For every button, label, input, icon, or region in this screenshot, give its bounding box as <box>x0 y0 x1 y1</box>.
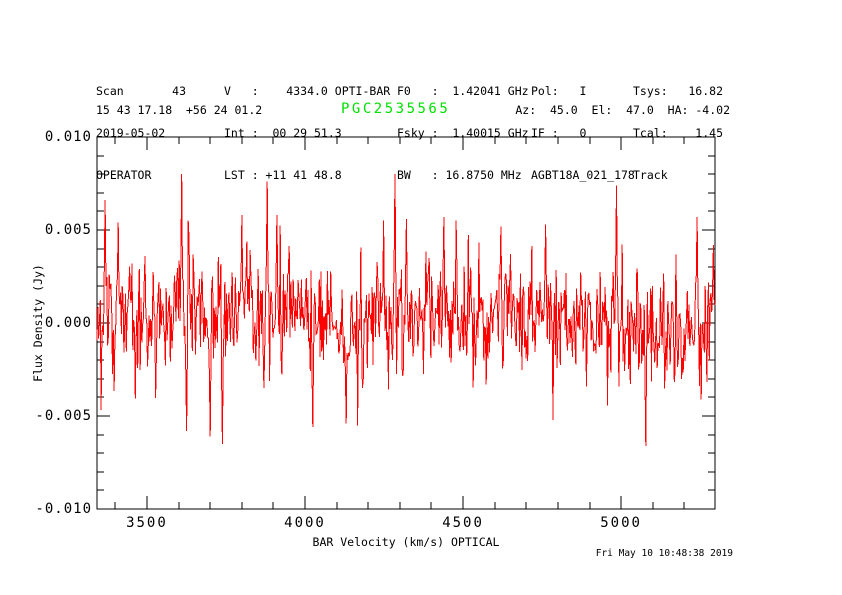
scan-field: Scan 43 <box>96 84 187 98</box>
f0-field: F0 : 1.42041 GHz <box>397 84 529 98</box>
date-field: 2019-05-02 <box>96 126 166 140</box>
lst-field: LST : +11 41 48.8 <box>224 168 342 182</box>
procedure-field: Track <box>633 168 668 182</box>
header-column-pol: Pol: I IF : 0 AGBT18A_021_178 <box>531 56 635 210</box>
header-column-scan: Scan 43 2019-05-02 OPERATOR <box>96 56 186 210</box>
x-tick-label: 4500 <box>442 515 484 531</box>
source-name-label: PGC2535565 <box>341 101 451 117</box>
if-field: IF : 0 <box>531 126 587 140</box>
x-axis-tick-labels: 3500 4000 4500 5000 <box>0 515 842 533</box>
project-field: AGBT18A_021_178 <box>531 168 635 182</box>
bw-field: BW : 16.8750 MHz <box>397 168 522 182</box>
header-column-velocity: V : 4334.0 OPTI-BAR Int : 00 29 51.3 LST… <box>224 56 390 210</box>
pol-field: Pol: I <box>531 84 587 98</box>
x-axis-title: BAR Velocity (km/s) OPTICAL <box>312 535 500 549</box>
int-time-field: Int : 00 29 51.3 <box>224 126 342 140</box>
y-axis-title: Flux Density (Jy) <box>31 264 45 382</box>
y-tick-label: 0.010 <box>44 129 92 145</box>
fsky-field: Fsky : 1.40015 GHz <box>397 126 529 140</box>
x-tick-label: 5000 <box>600 515 642 531</box>
y-tick-label: 0.000 <box>44 315 92 331</box>
velocity-field: V : 4334.0 OPTI-BAR <box>224 84 391 98</box>
y-tick-label: -0.005 <box>35 408 92 424</box>
observer-field: OPERATOR <box>96 168 152 182</box>
y-tick-label: -0.010 <box>35 501 92 517</box>
ra-dec-label: 15 43 17.18 +56 24 01.2 <box>96 103 263 117</box>
y-axis-tick-labels: 0.010 0.005 0.000 -0.005 -0.010 <box>0 0 92 595</box>
tsys-field: Tsys: 16.82 <box>633 84 724 98</box>
header-column-frequency: F0 : 1.42041 GHz Fsky : 1.40015 GHz BW :… <box>397 56 529 210</box>
x-tick-label: 4000 <box>284 515 326 531</box>
tcal-field: Tcal: 1.45 <box>633 126 724 140</box>
az-el-ha-label: Az: 45.0 El: 47.0 HA: -4.02 <box>515 103 730 117</box>
y-tick-label: 0.005 <box>44 222 92 238</box>
header-column-temps: Tsys: 16.82 Tcal: 1.45 Track <box>633 56 723 210</box>
render-timestamp: Fri May 10 10:48:38 2019 <box>595 548 733 559</box>
x-tick-label: 3500 <box>126 515 168 531</box>
